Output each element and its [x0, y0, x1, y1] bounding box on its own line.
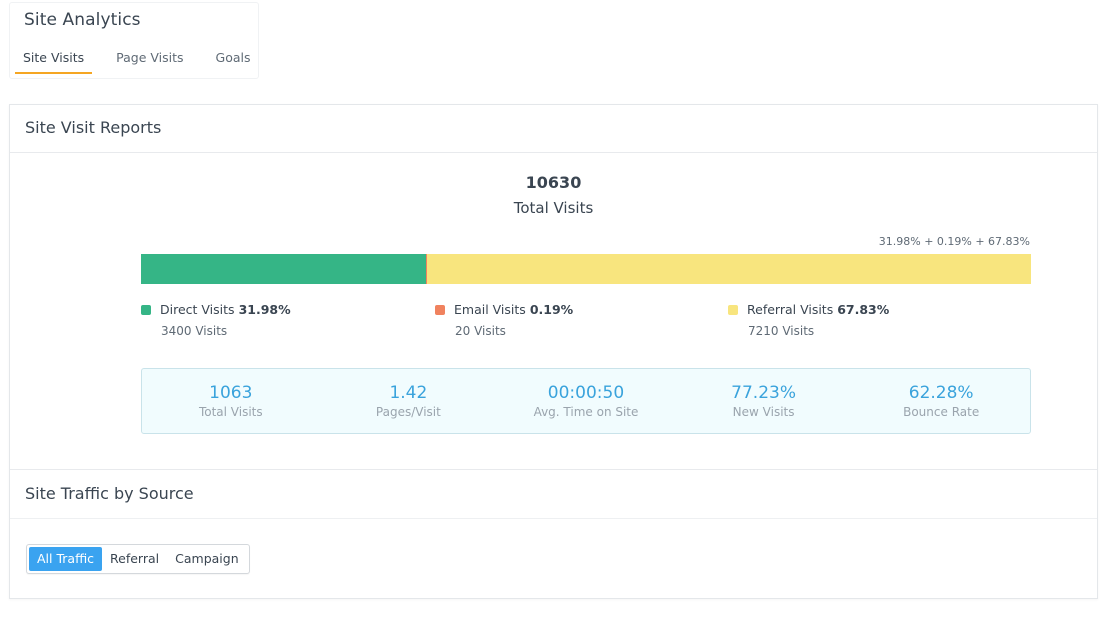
filter-referral-button[interactable]: Referral [110, 551, 160, 566]
legend-email: Email Visits 0.19% 20 Visits [435, 302, 573, 338]
section-title-traffic: Site Traffic by Source [10, 469, 1097, 519]
bar-segment-referral [427, 254, 1031, 284]
stat-avg-time: 00:00:50 Avg. Time on Site [497, 369, 675, 433]
stat-pages-per-visit: 1.42 Pages/Visit [320, 369, 498, 433]
total-visits-value: 10630 [525, 173, 582, 192]
legend-label: Direct Visits [160, 302, 235, 317]
visits-stacked-bar [141, 254, 1031, 284]
tab-site-visits[interactable]: Site Visits [15, 50, 93, 74]
stat-label: Avg. Time on Site [533, 405, 639, 419]
filter-campaign-button[interactable]: Campaign [175, 551, 239, 566]
stat-label: Pages/Visit [375, 405, 441, 419]
referral-swatch-icon [728, 304, 738, 315]
tab-page-visits[interactable]: Page Visits [116, 50, 184, 65]
legend-referral: Referral Visits 67.83% 7210 Visits [728, 302, 889, 338]
legend-visits: 20 Visits [455, 324, 506, 338]
stat-value: 1063 [209, 383, 253, 403]
stat-bounce-rate: 62.28% Bounce Rate [852, 369, 1030, 433]
stat-label: Total Visits [198, 405, 263, 419]
stat-value: 62.28% [908, 383, 974, 403]
legend-visits: 7210 Visits [748, 324, 815, 338]
legend-percent: 0.19% [529, 302, 574, 317]
total-visits-label: Total Visits [513, 199, 594, 217]
stat-value: 00:00:50 [547, 383, 625, 403]
direct-swatch-icon [141, 304, 151, 315]
section-title-reports: Site Visit Reports [10, 105, 1097, 153]
legend-label: Referral Visits [747, 302, 834, 317]
stats-summary-box: 1063 Total Visits 1.42 Pages/Visit 00:00… [141, 368, 1031, 434]
stat-label: Bounce Rate [903, 405, 980, 419]
stat-label: New Visits [732, 405, 795, 419]
bar-segment-direct [141, 254, 426, 284]
reports-panel: Site Visit Reports 10630 Total Visits 31… [9, 104, 1098, 599]
stat-total-visits: 1063 Total Visits [142, 369, 320, 433]
percent-summary: 31.98% + 0.19% + 67.83% [878, 235, 1030, 248]
filter-all-traffic-button[interactable]: All Traffic [29, 547, 103, 571]
stat-value: 77.23% [731, 383, 796, 403]
legend-direct: Direct Visits 31.98% 3400 Visits [141, 302, 291, 338]
legend-percent: 67.83% [837, 302, 890, 317]
app-title: Site Analytics [24, 10, 141, 30]
tab-bar: Site Visits Page Visits Goals [15, 50, 275, 74]
tab-goals[interactable]: Goals [215, 50, 251, 65]
legend-visits: 3400 Visits [161, 324, 228, 338]
legend-percent: 31.98% [238, 302, 291, 317]
email-swatch-icon [435, 304, 445, 315]
bar-segment-email [425, 254, 428, 284]
stat-new-visits: 77.23% New Visits [675, 369, 853, 433]
legend-label: Email Visits [454, 302, 526, 317]
stat-value: 1.42 [389, 383, 428, 403]
traffic-filter-group: All Traffic Referral Campaign [26, 544, 250, 574]
analytics-header-card: Site Analytics Site Visits Page Visits G… [9, 2, 259, 79]
